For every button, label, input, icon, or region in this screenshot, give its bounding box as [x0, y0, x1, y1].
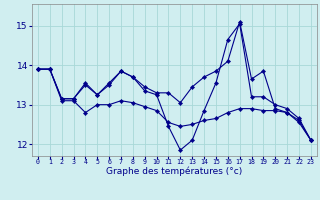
X-axis label: Graphe des températures (°c): Graphe des températures (°c)	[106, 167, 243, 176]
